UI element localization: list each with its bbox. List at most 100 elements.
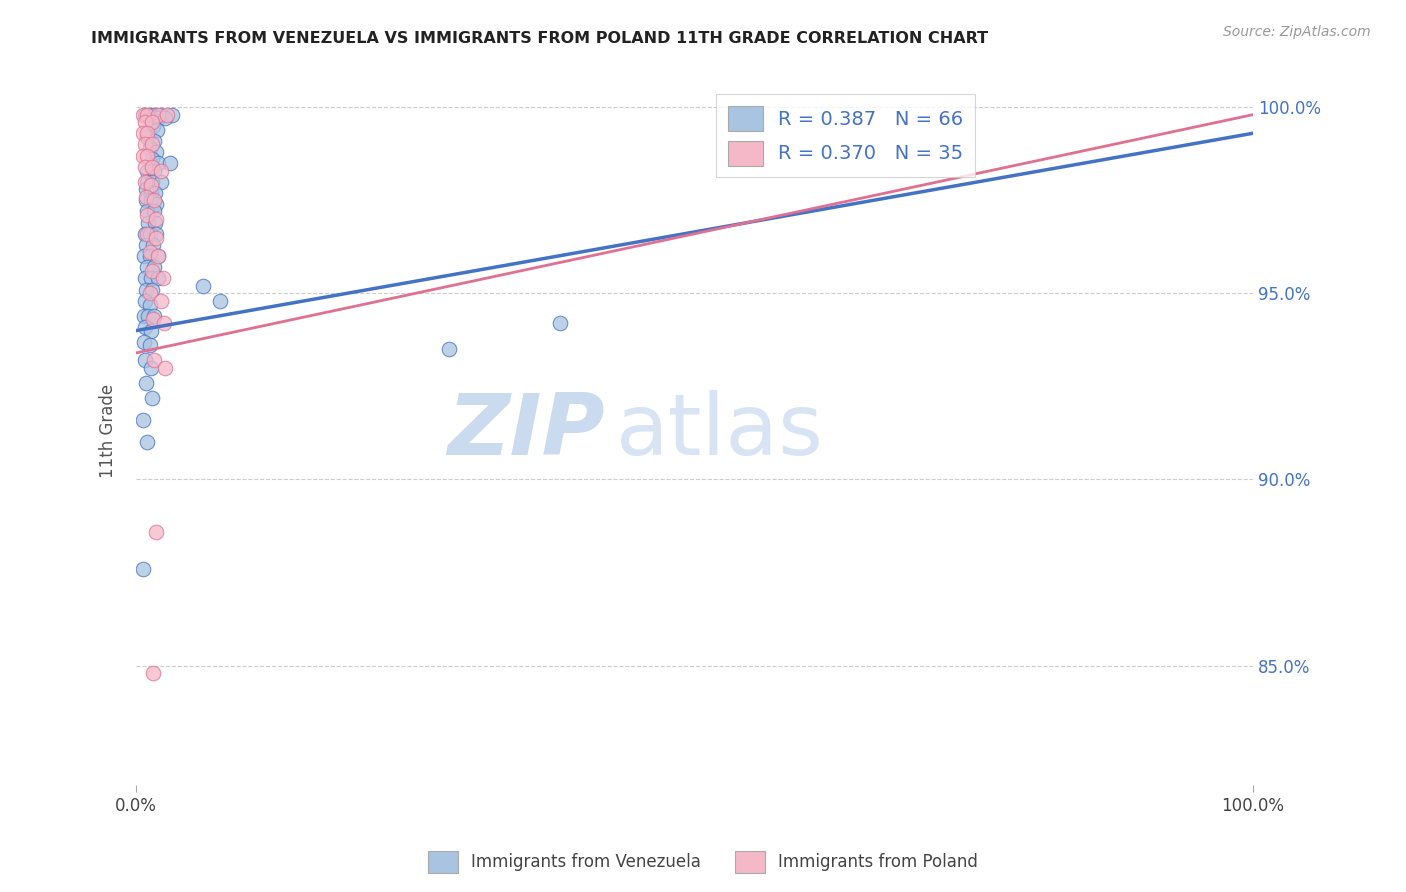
Point <box>135 283 157 297</box>
Point <box>141 137 163 152</box>
Point <box>143 186 166 200</box>
Point <box>135 182 157 196</box>
Point <box>138 297 160 311</box>
Point <box>145 145 167 159</box>
Point <box>148 271 170 285</box>
Point <box>191 279 214 293</box>
Point <box>136 435 159 450</box>
Point <box>145 227 167 241</box>
Text: IMMIGRANTS FROM VENEZUELA VS IMMIGRANTS FROM POLAND 11TH GRADE CORRELATION CHART: IMMIGRANTS FROM VENEZUELA VS IMMIGRANTS … <box>91 31 988 46</box>
Point <box>149 293 172 308</box>
Point <box>134 115 156 129</box>
Point <box>148 112 170 126</box>
Point <box>132 249 155 263</box>
Y-axis label: 11th Grade: 11th Grade <box>100 384 117 478</box>
Point <box>136 175 159 189</box>
Text: atlas: atlas <box>616 390 824 473</box>
Point <box>132 148 155 162</box>
Point <box>134 227 156 241</box>
Point <box>139 360 162 375</box>
Point <box>132 413 155 427</box>
Point <box>138 309 160 323</box>
Point <box>136 126 159 140</box>
Point <box>159 156 181 170</box>
Point <box>141 391 163 405</box>
Point <box>136 108 159 122</box>
Point <box>136 208 159 222</box>
Point <box>134 319 156 334</box>
Point <box>135 189 157 203</box>
Point <box>132 562 155 576</box>
Point <box>135 194 157 208</box>
Point <box>148 249 170 263</box>
Point <box>143 163 166 178</box>
Point <box>141 115 163 129</box>
Point <box>153 112 176 126</box>
Point <box>145 211 167 226</box>
Point <box>146 122 169 136</box>
Point <box>149 163 172 178</box>
Legend: R = 0.387   N = 66, R = 0.370   N = 35: R = 0.387 N = 66, R = 0.370 N = 35 <box>716 95 976 178</box>
Point <box>134 137 156 152</box>
Point <box>148 249 170 263</box>
Point <box>153 316 176 330</box>
Legend: Immigrants from Venezuela, Immigrants from Poland: Immigrants from Venezuela, Immigrants fr… <box>422 845 984 880</box>
Point <box>208 293 231 308</box>
Point <box>141 175 163 189</box>
Point <box>142 666 165 681</box>
Point <box>142 312 165 326</box>
Point <box>143 260 166 275</box>
Point <box>134 353 156 368</box>
Point <box>138 338 160 352</box>
Point <box>143 134 166 148</box>
Point <box>132 126 155 140</box>
Point <box>143 309 166 323</box>
Point <box>139 324 162 338</box>
Point <box>138 216 160 230</box>
Point <box>136 260 159 275</box>
Point <box>132 334 155 349</box>
Point <box>148 156 170 170</box>
Point <box>132 309 155 323</box>
Point <box>138 245 160 260</box>
Point <box>136 163 159 178</box>
Point <box>141 153 163 167</box>
Point <box>134 293 156 308</box>
Point <box>156 108 179 122</box>
Point <box>135 238 157 252</box>
Point <box>138 108 160 122</box>
Point <box>141 160 163 174</box>
Point <box>136 204 159 219</box>
Point <box>138 227 160 241</box>
Point <box>143 353 166 368</box>
Point <box>160 108 183 122</box>
Point <box>132 108 155 122</box>
Point <box>138 249 160 263</box>
Point <box>142 238 165 252</box>
Point <box>152 271 174 285</box>
Point <box>149 175 172 189</box>
Point <box>138 141 160 155</box>
Point <box>136 148 159 162</box>
Point <box>142 119 165 133</box>
Point <box>138 286 160 301</box>
Point <box>139 194 162 208</box>
Point <box>134 175 156 189</box>
Point <box>143 204 166 219</box>
Text: ZIP: ZIP <box>447 390 605 473</box>
Point <box>145 230 167 244</box>
Point <box>136 227 159 241</box>
Point <box>145 197 167 211</box>
Point <box>134 108 156 122</box>
Point <box>141 283 163 297</box>
Point <box>550 316 572 330</box>
Point <box>145 524 167 539</box>
Point <box>135 376 157 390</box>
Point <box>139 186 162 200</box>
Point <box>141 264 163 278</box>
Point <box>149 108 172 122</box>
Point <box>143 108 166 122</box>
Point <box>139 271 162 285</box>
Point <box>143 216 166 230</box>
Point <box>153 360 176 375</box>
